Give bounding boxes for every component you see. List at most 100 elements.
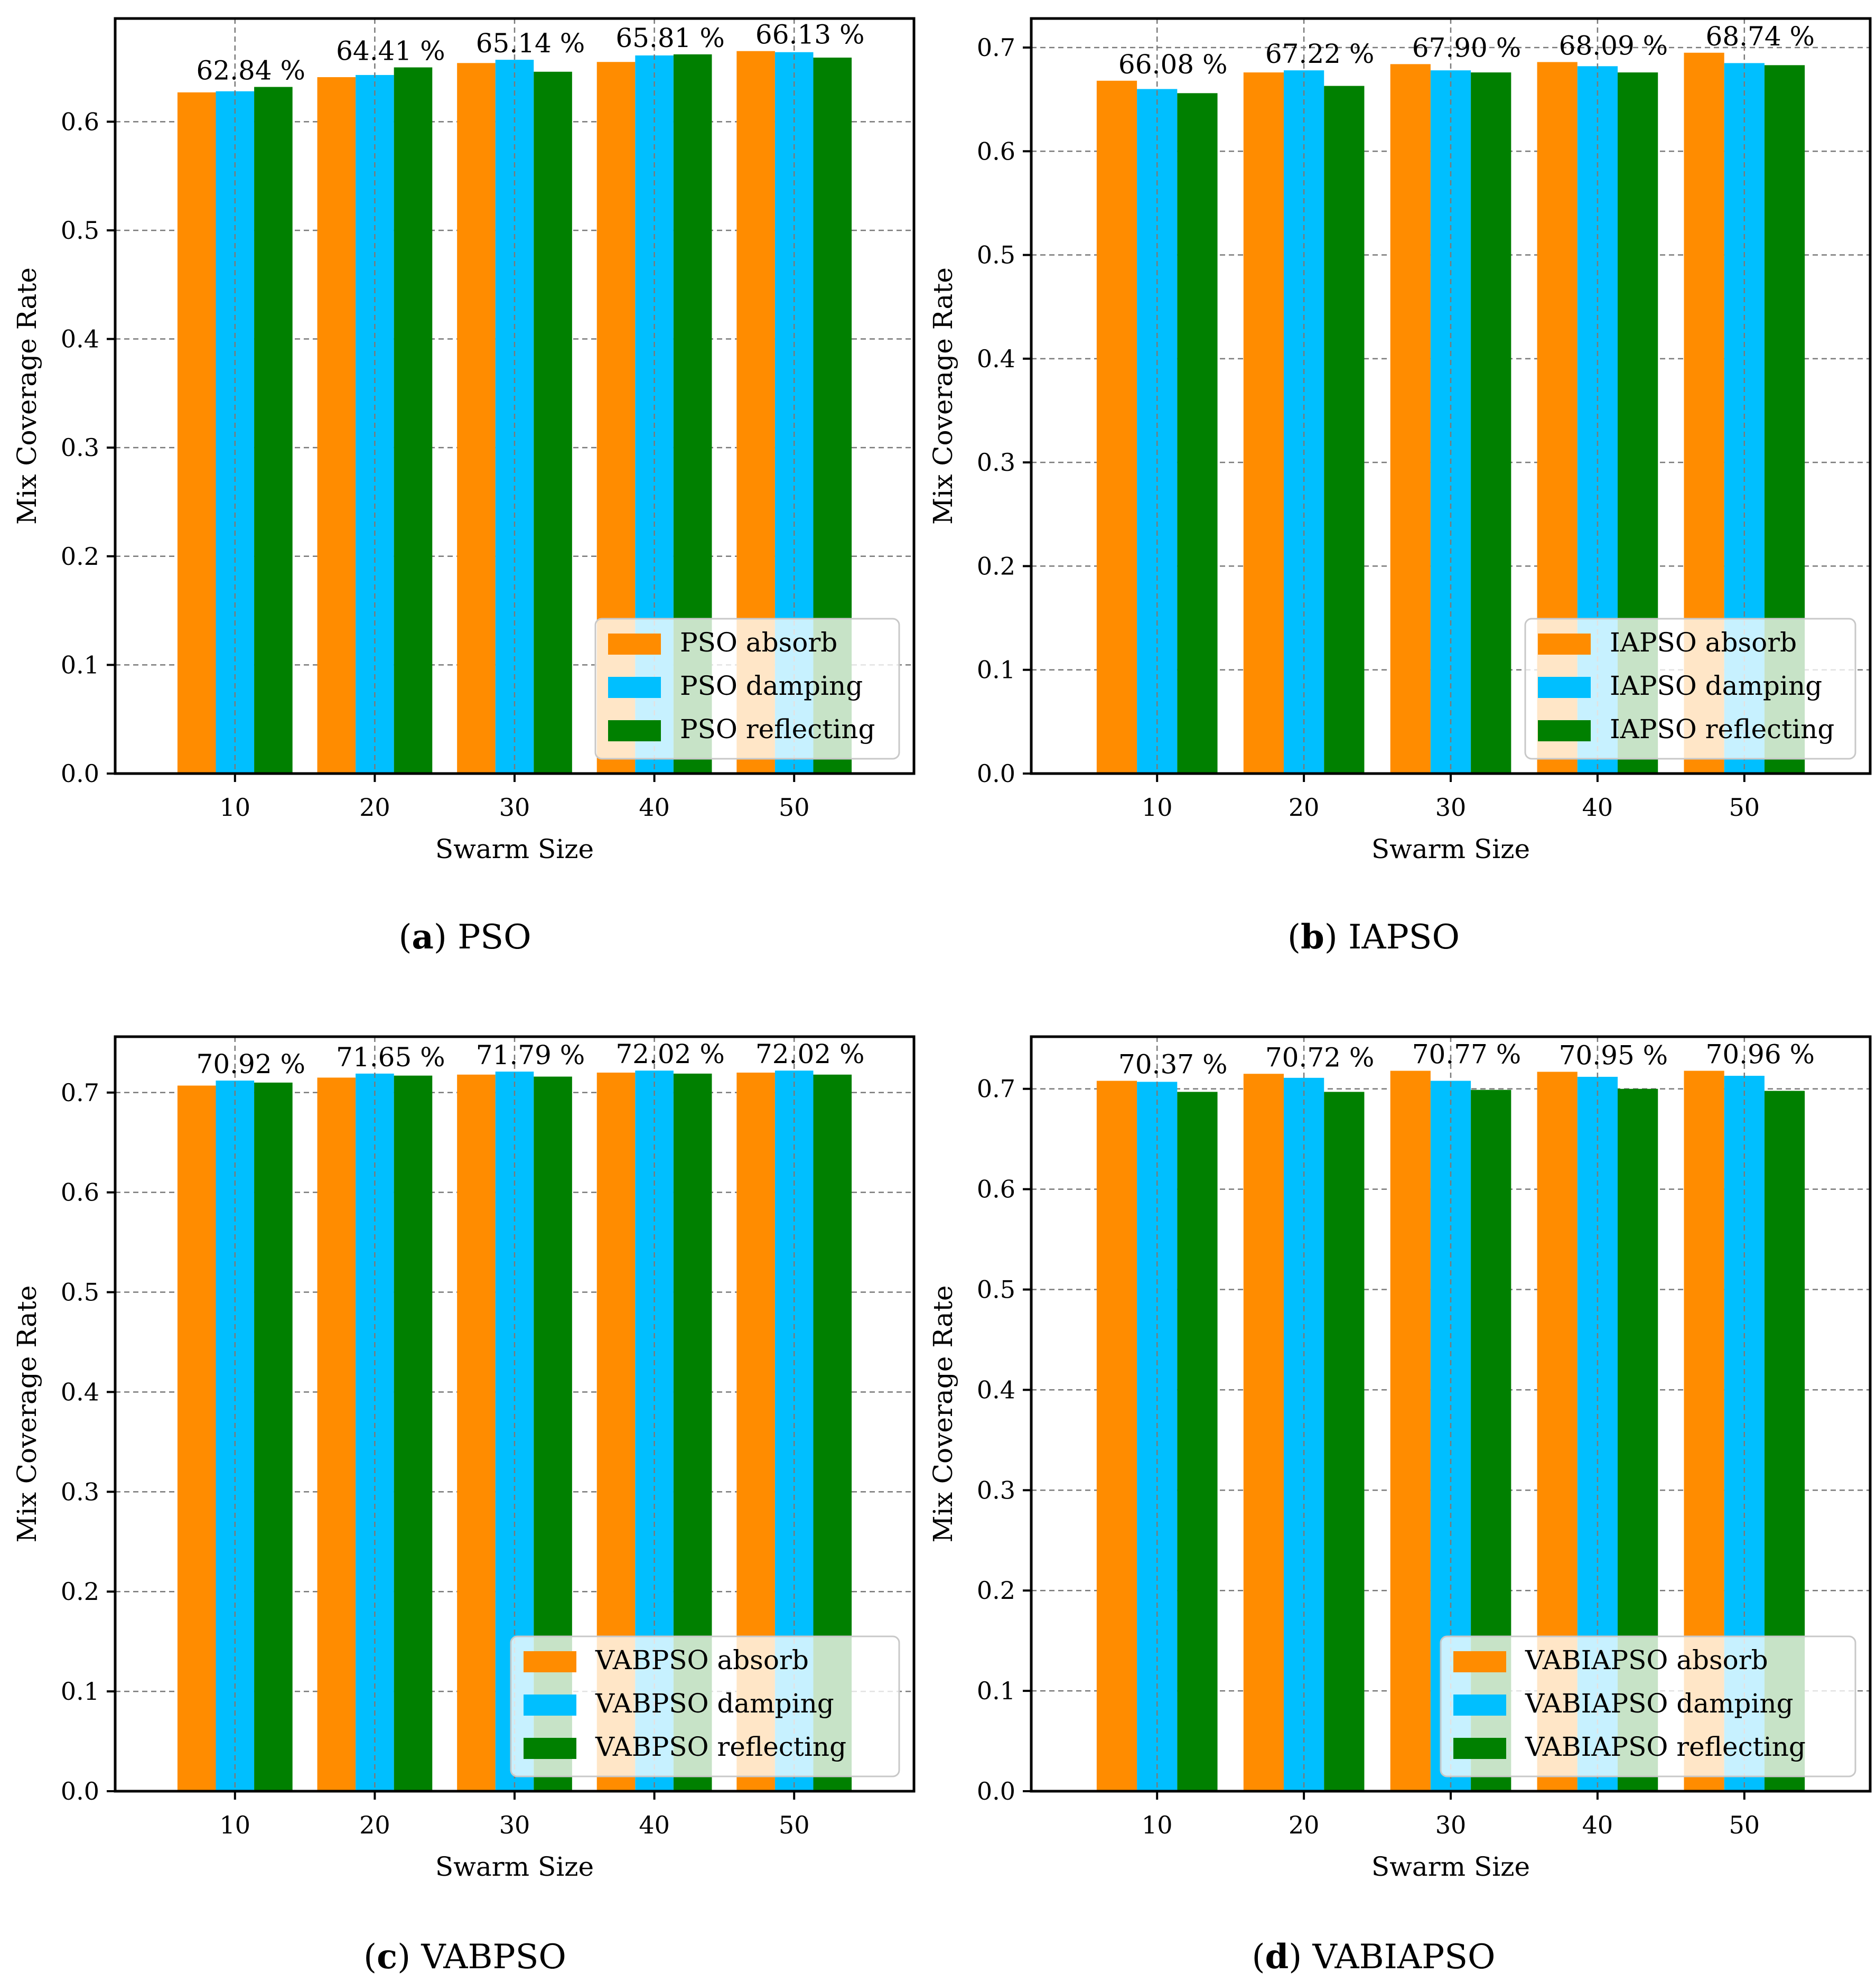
data-label: 68.74 % <box>1706 21 1815 52</box>
data-label: 70.72 % <box>1265 1042 1375 1073</box>
bar-absorb-10 <box>177 1085 216 1791</box>
legend-swatch-reflecting <box>1453 1738 1506 1759</box>
bar-absorb-20 <box>317 77 356 774</box>
data-label: 68.09 % <box>1559 30 1668 61</box>
legend-box <box>510 1635 900 1777</box>
data-label: 70.37 % <box>1118 1049 1228 1080</box>
bar-absorb-30 <box>1390 64 1431 774</box>
chart-panel-c: 70.92 % 71.65 % 71.79 % 72.02 % 72.02 % 0.0 0.… <box>12 1035 916 1977</box>
legend-label-absorb: VABPSO absorb <box>595 1645 809 1675</box>
y-tick-label: 0.4 <box>61 325 99 353</box>
legend-swatch-reflecting <box>1538 720 1591 741</box>
legend-label-absorb: PSO absorb <box>680 627 837 658</box>
y-tick-label: 0.1 <box>977 656 1015 684</box>
legend-box <box>594 618 900 760</box>
caption-paren-close: ) <box>1324 918 1348 957</box>
x-tick-label: 30 <box>1435 1811 1467 1839</box>
data-label: 62.84 % <box>197 55 306 86</box>
legend-swatch-damping <box>608 677 661 698</box>
y-tick-label: 0.0 <box>977 1777 1015 1805</box>
legend-swatch-damping <box>1538 677 1591 698</box>
legend-box <box>1440 1635 1856 1777</box>
y-tick-label: 0.3 <box>61 1477 99 1506</box>
legend-swatch-absorb <box>608 634 661 655</box>
legend-label-absorb: VABIAPSO absorb <box>1525 1645 1768 1675</box>
y-tick-label: 0.0 <box>61 1777 99 1805</box>
y-tick-label: 0.1 <box>61 650 99 679</box>
bar-reflecting-10 <box>1177 1092 1218 1791</box>
x-tick-label: 10 <box>220 1811 251 1839</box>
legend-swatch-absorb <box>1453 1651 1506 1672</box>
legend-swatch-absorb <box>524 1651 576 1672</box>
x-tick-label: 10 <box>1142 793 1173 822</box>
data-label: 71.79 % <box>476 1040 585 1070</box>
caption-letter: b <box>1301 917 1324 957</box>
y-tick-label: 0.0 <box>61 759 99 788</box>
x-axis-title: Swarm Size <box>435 1851 594 1882</box>
caption-paren-open: ( <box>1252 1938 1265 1977</box>
caption-title: PSO <box>458 918 531 957</box>
panel-caption: (a) PSO <box>398 917 531 957</box>
data-label: 66.08 % <box>1118 49 1228 80</box>
y-tick-label: 0.5 <box>977 1276 1015 1304</box>
data-label: 66.13 % <box>755 20 865 50</box>
x-axis-title: Swarm Size <box>1371 834 1530 864</box>
panel-caption: (d) VABIAPSO <box>1252 1937 1495 1977</box>
caption-title: VABIAPSO <box>1312 1938 1496 1977</box>
x-tick-label: 30 <box>1435 793 1467 822</box>
bar-absorb-10 <box>1096 1081 1137 1791</box>
legend-label-damping: IAPSO damping <box>1610 671 1822 701</box>
legend-label-reflecting: VABPSO reflecting <box>595 1731 846 1762</box>
legend: PSO absorb PSO damping PSO reflecting <box>594 618 900 760</box>
legend-label-reflecting: PSO reflecting <box>680 714 875 744</box>
caption-paren-open: ( <box>363 1938 377 1977</box>
y-tick-label: 0.7 <box>977 1075 1015 1103</box>
caption-paren-close: ) <box>397 1938 421 1977</box>
x-tick-label: 40 <box>639 793 670 822</box>
data-label: 72.02 % <box>755 1039 865 1069</box>
panel-caption: (c) VABPSO <box>363 1937 566 1977</box>
legend-label-reflecting: IAPSO reflecting <box>1610 714 1834 744</box>
bar-reflecting-20 <box>394 67 433 774</box>
bar-reflecting-30 <box>1471 72 1511 774</box>
y-tick-label: 0.7 <box>977 33 1015 62</box>
y-tick-label: 0.2 <box>977 1576 1015 1605</box>
y-tick-label: 0.5 <box>61 216 99 245</box>
x-axis-title: Swarm Size <box>1371 1851 1530 1882</box>
data-label: 70.96 % <box>1706 1039 1815 1070</box>
y-tick-label: 0.5 <box>977 241 1015 269</box>
data-label: 72.02 % <box>615 1039 725 1069</box>
x-tick-label: 50 <box>779 1811 810 1839</box>
bar-reflecting-10 <box>1177 93 1218 774</box>
data-label: 64.41 % <box>336 36 445 67</box>
y-tick-label: 0.1 <box>977 1677 1015 1705</box>
caption-paren-close: ) <box>1289 1938 1312 1977</box>
bar-reflecting-20 <box>1324 1092 1365 1791</box>
y-tick-label: 0.3 <box>977 448 1015 477</box>
bar-reflecting-10 <box>254 1082 293 1791</box>
x-tick-label: 40 <box>1582 1811 1613 1839</box>
data-label: 70.77 % <box>1412 1039 1522 1070</box>
y-tick-label: 0.6 <box>61 1178 99 1207</box>
legend-label-reflecting: VABIAPSO reflecting <box>1525 1731 1806 1762</box>
y-axis-title: Mix Coverage Rate <box>928 267 958 525</box>
y-tick-label: 0.4 <box>61 1377 99 1406</box>
x-tick-label: 10 <box>1142 1811 1173 1839</box>
data-label: 67.22 % <box>1265 39 1375 69</box>
bar-reflecting-30 <box>534 71 572 774</box>
legend-label-damping: PSO damping <box>680 671 863 701</box>
y-tick-label: 0.2 <box>61 1577 99 1606</box>
chart-panel-b: 66.08 % 67.22 % 67.90 % 68.09 % 68.74 % 0.0 0.… <box>928 17 1872 957</box>
caption-paren-open: ( <box>1287 918 1301 957</box>
data-label: 70.92 % <box>197 1049 306 1079</box>
y-tick-label: 0.3 <box>61 433 99 462</box>
legend: IAPSO absorb IAPSO damping IAPSO reflectin… <box>1524 618 1856 760</box>
x-tick-label: 20 <box>1289 793 1320 822</box>
caption-letter: d <box>1265 1937 1289 1977</box>
chart-panel-d: 70.37 % 70.72 % 70.77 % 70.95 % 70.96 % 0.0 0.… <box>928 1035 1872 1977</box>
legend-swatch-damping <box>524 1695 576 1716</box>
legend-swatch-reflecting <box>524 1738 576 1759</box>
y-axis-title: Mix Coverage Rate <box>12 1286 42 1543</box>
x-tick-label: 50 <box>779 793 810 822</box>
